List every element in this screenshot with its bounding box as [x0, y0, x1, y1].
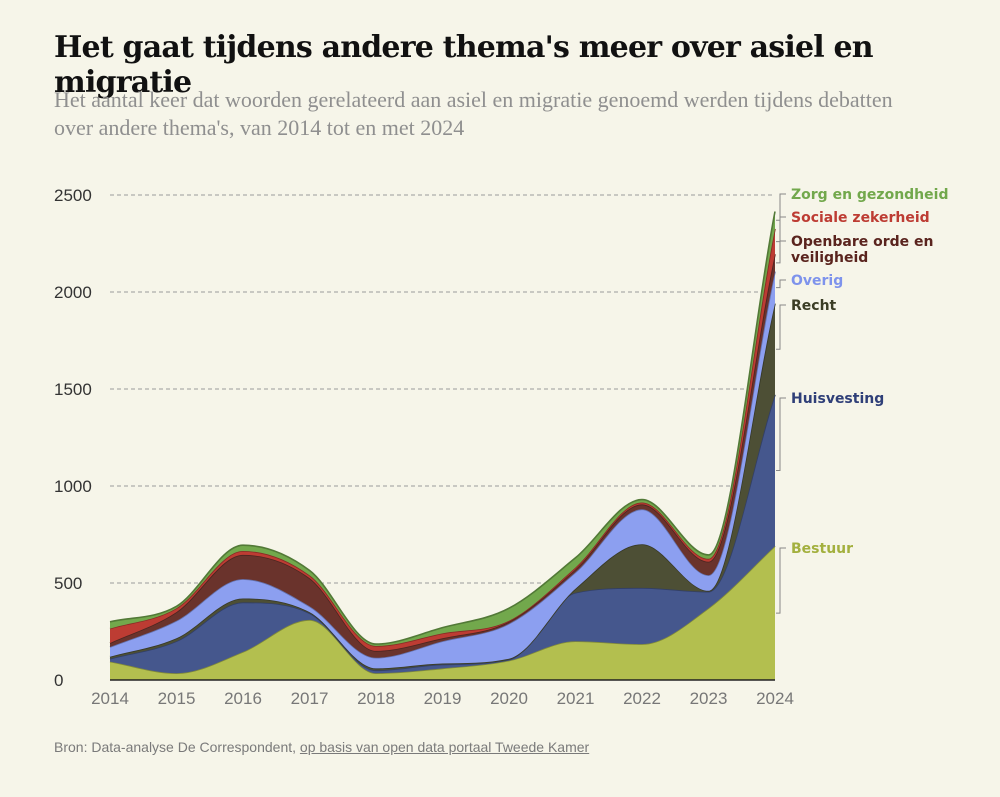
x-tick-label: 2023: [690, 689, 728, 708]
series-label: Recht: [791, 298, 837, 314]
series-label: Openbare orde en veiligheid: [791, 234, 934, 266]
label-leader: [776, 397, 786, 471]
line-zorg-en-gezondheid: [109, 211, 776, 645]
x-axis-ticks: 2014 2015 2016 2017 2018 2019 2020 2021 2022 2023…: [91, 689, 794, 708]
area-bestuur: [110, 546, 775, 680]
label-leader: [776, 279, 786, 289]
source-note: Bron: Data-analyse De Correspondent, op …: [54, 739, 589, 755]
y-tick-label: 1500: [54, 380, 92, 399]
series-labels: Zorg en gezondheid Sociale zekerheid Openb…: [776, 187, 948, 614]
x-tick-label: 2021: [557, 689, 595, 708]
series-label: Zorg en gezondheid: [791, 187, 948, 203]
y-tick-label: 2000: [54, 283, 92, 302]
x-tick-label: 2019: [424, 689, 462, 708]
source-prefix: Bron: Data-analyse De Correspondent,: [54, 739, 300, 755]
area-openbare-orde-en-veiligheid: [110, 254, 775, 658]
source-link[interactable]: op basis van open data portaal Tweede Ka…: [299, 739, 590, 755]
y-axis-ticks: 0 500 1000 1500 2000 2500: [54, 186, 92, 690]
area-overig: [110, 271, 775, 669]
label-leader: [776, 304, 786, 350]
label-leader: [776, 547, 786, 614]
grid-lines: [110, 194, 775, 584]
area-recht: [110, 303, 775, 671]
x-tick-label: 2020: [490, 689, 528, 708]
series-label: Huisvesting: [791, 391, 884, 407]
label-leader: [776, 240, 786, 264]
chart-subtitle: Het aantal keer dat woorden gerelateerd …: [54, 87, 893, 140]
x-tick-label: 2022: [623, 689, 661, 708]
x-tick-label: 2016: [224, 689, 262, 708]
label-leader: [776, 216, 786, 243]
series-label: Overig: [791, 273, 843, 289]
y-tick-label: 1000: [54, 477, 92, 496]
area-huisvesting: [110, 394, 775, 674]
area-series: [109, 211, 776, 680]
x-tick-label: 2014: [91, 689, 129, 708]
x-tick-label: 2024: [756, 689, 794, 708]
x-tick-label: 2015: [158, 689, 196, 708]
series-label: Sociale zekerheid: [791, 210, 930, 226]
y-tick-label: 500: [54, 574, 82, 593]
x-tick-label: 2017: [291, 689, 329, 708]
x-tick-label: 2018: [357, 689, 395, 708]
series-label: Bestuur: [791, 541, 853, 557]
y-tick-label: 2500: [54, 186, 92, 205]
label-leader: [776, 193, 786, 221]
y-tick-label: 0: [54, 671, 63, 690]
chart-title: Het gaat tijdens andere thema's meer ove…: [54, 30, 874, 100]
